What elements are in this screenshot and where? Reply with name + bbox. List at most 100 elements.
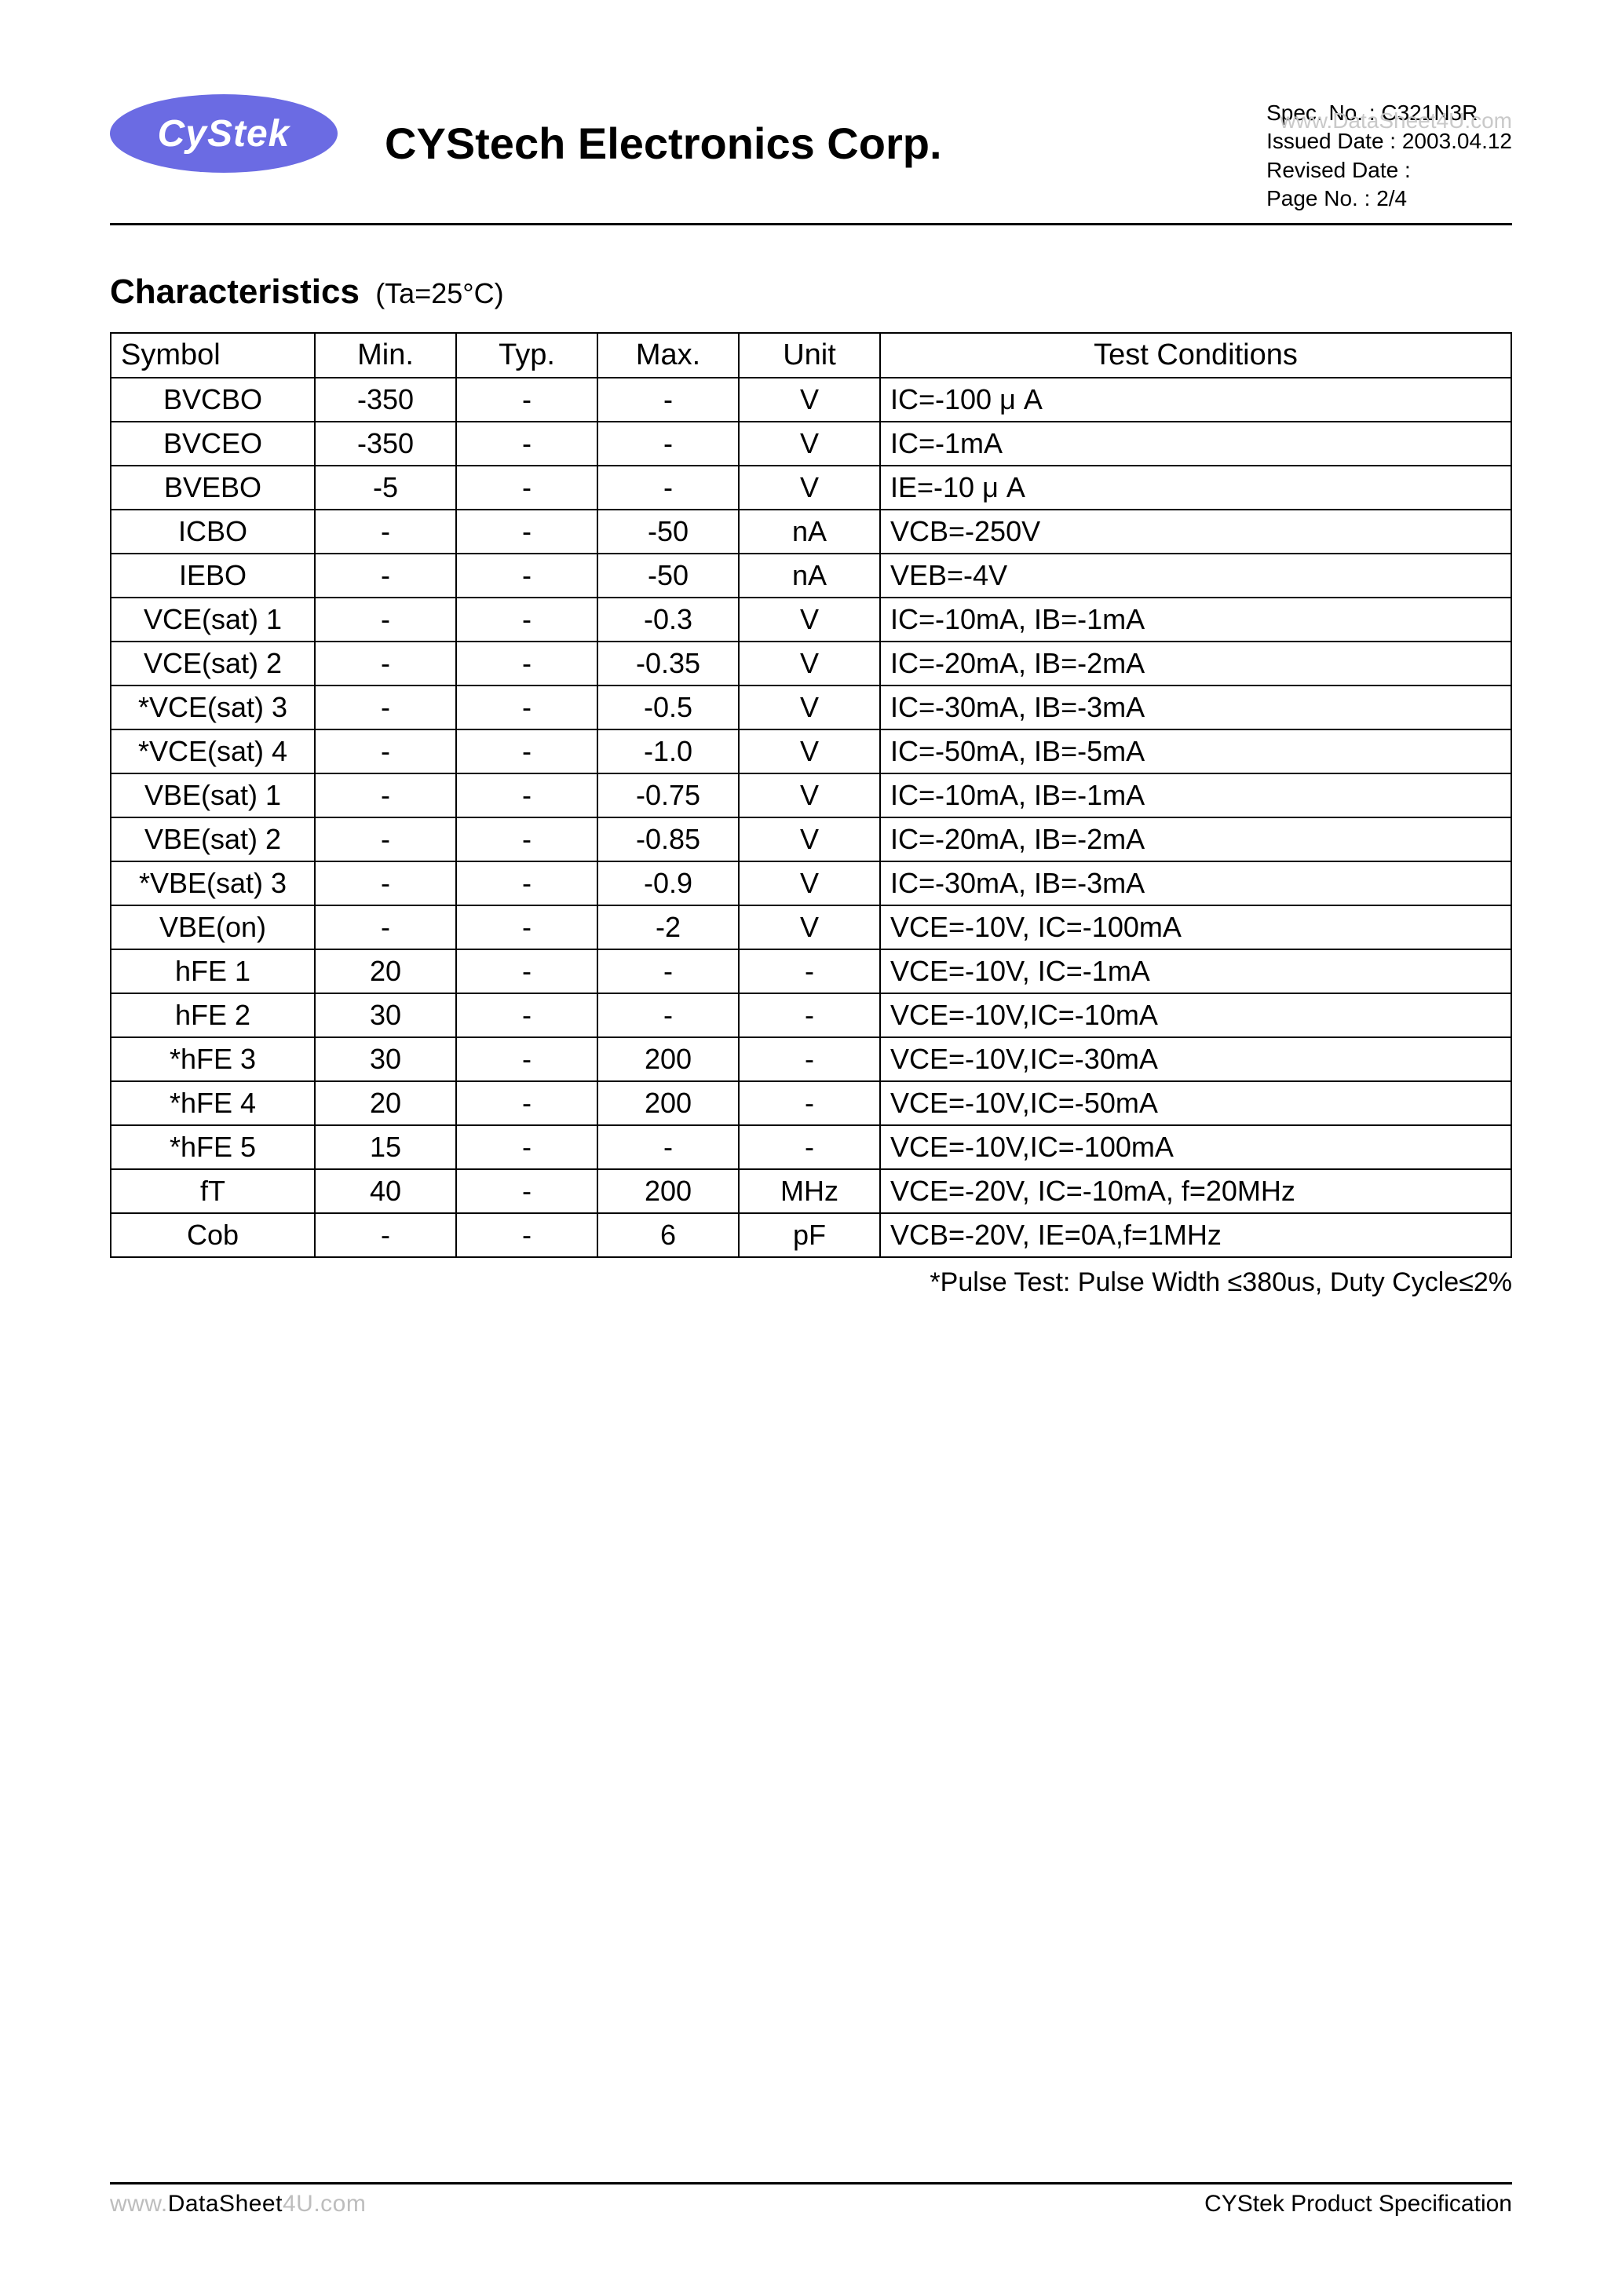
cell-max: - [597, 422, 739, 466]
cell-min: 30 [315, 1037, 456, 1081]
cell-unit: V [739, 422, 880, 466]
cell-typ: - [456, 905, 597, 949]
logo-badge: CyStek [110, 94, 338, 173]
cell-cond: IC=-20mA, IB=-2mA [880, 817, 1511, 861]
cell-max: -0.9 [597, 861, 739, 905]
cell-unit: V [739, 817, 880, 861]
table-row: *VBE(sat) 3---0.9VIC=-30mA, IB=-3mA [111, 861, 1511, 905]
cell-cond: IC=-50mA, IB=-5mA [880, 729, 1511, 773]
logo-area: CyStek CYStech Electronics Corp. [110, 94, 942, 173]
cell-symbol: BVCBO [111, 378, 315, 422]
table-header-row: Symbol Min. Typ. Max. Unit Test Conditio… [111, 333, 1511, 378]
footer-left-gray2: 4U.com [283, 2191, 366, 2217]
cell-max: -0.75 [597, 773, 739, 817]
th-symbol: Symbol [111, 333, 315, 378]
page-footer: www.DataSheet4U.com CYStek Product Speci… [110, 2182, 1512, 2217]
cell-min: - [315, 773, 456, 817]
cell-symbol: hFE 1 [111, 949, 315, 993]
cell-symbol: VCE(sat) 1 [111, 598, 315, 642]
cell-cond: IE=-10 μ A [880, 466, 1511, 510]
cell-unit: - [739, 949, 880, 993]
cell-unit: V [739, 861, 880, 905]
table-row: VBE(sat) 1---0.75VIC=-10mA, IB=-1mA [111, 773, 1511, 817]
cell-typ: - [456, 1037, 597, 1081]
cell-typ: - [456, 510, 597, 554]
cell-min: -5 [315, 466, 456, 510]
cell-cond: VCB=-250V [880, 510, 1511, 554]
section-subtitle: (Ta=25°C) [375, 277, 503, 309]
cell-typ: - [456, 378, 597, 422]
cell-cond: VEB=-4V [880, 554, 1511, 598]
cell-symbol: BVEBO [111, 466, 315, 510]
cell-unit: MHz [739, 1169, 880, 1213]
table-row: hFE 230---VCE=-10V,IC=-10mA [111, 993, 1511, 1037]
characteristics-table: Symbol Min. Typ. Max. Unit Test Conditio… [110, 332, 1512, 1258]
cell-min: - [315, 861, 456, 905]
cell-symbol: hFE 2 [111, 993, 315, 1037]
cell-min: - [315, 510, 456, 554]
cell-cond: IC=-1mA [880, 422, 1511, 466]
th-typ: Typ. [456, 333, 597, 378]
table-row: IEBO---50nAVEB=-4V [111, 554, 1511, 598]
cell-min: 15 [315, 1125, 456, 1169]
cell-symbol: VBE(sat) 2 [111, 817, 315, 861]
cell-max: - [597, 378, 739, 422]
cell-unit: nA [739, 510, 880, 554]
cell-symbol: VBE(sat) 1 [111, 773, 315, 817]
cell-symbol: *hFE 3 [111, 1037, 315, 1081]
cell-cond: VCE=-10V,IC=-50mA [880, 1081, 1511, 1125]
table-row: BVCBO-350--VIC=-100 μ A [111, 378, 1511, 422]
table-row: ICBO---50nAVCB=-250V [111, 510, 1511, 554]
footer-left: www.DataSheet4U.com [110, 2191, 366, 2217]
cell-unit: - [739, 1125, 880, 1169]
cell-typ: - [456, 598, 597, 642]
cell-min: -350 [315, 422, 456, 466]
cell-cond: VCE=-20V, IC=-10mA, f=20MHz [880, 1169, 1511, 1213]
cell-max: -2 [597, 905, 739, 949]
cell-typ: - [456, 422, 597, 466]
table-row: *hFE 420-200-VCE=-10V,IC=-50mA [111, 1081, 1511, 1125]
cell-typ: - [456, 642, 597, 686]
table-row: VBE(on)---2VVCE=-10V, IC=-100mA [111, 905, 1511, 949]
cell-unit: V [739, 905, 880, 949]
cell-symbol: *VCE(sat) 3 [111, 686, 315, 729]
th-unit: Unit [739, 333, 880, 378]
cell-cond: IC=-100 μ A [880, 378, 1511, 422]
cell-unit: V [739, 686, 880, 729]
issued-date-line: Issued Date : 2003.04.12 [1266, 127, 1512, 155]
table-row: VCE(sat) 1---0.3VIC=-10mA, IB=-1mA [111, 598, 1511, 642]
table-row: *VCE(sat) 3---0.5VIC=-30mA, IB=-3mA [111, 686, 1511, 729]
th-max: Max. [597, 333, 739, 378]
th-min: Min. [315, 333, 456, 378]
cell-unit: V [739, 466, 880, 510]
cell-typ: - [456, 861, 597, 905]
cell-max: 200 [597, 1169, 739, 1213]
cell-min: - [315, 642, 456, 686]
cell-unit: - [739, 1081, 880, 1125]
cell-max: -0.5 [597, 686, 739, 729]
cell-cond: IC=-10mA, IB=-1mA [880, 773, 1511, 817]
cell-typ: - [456, 773, 597, 817]
cell-unit: pF [739, 1213, 880, 1257]
cell-min: - [315, 598, 456, 642]
cell-unit: V [739, 729, 880, 773]
cell-max: 200 [597, 1037, 739, 1081]
cell-cond: VCE=-10V, IC=-1mA [880, 949, 1511, 993]
cell-symbol: VBE(on) [111, 905, 315, 949]
section-title: Characteristics (Ta=25°C) [110, 272, 1512, 312]
cell-symbol: ICBO [111, 510, 315, 554]
cell-typ: - [456, 1125, 597, 1169]
cell-typ: - [456, 554, 597, 598]
cell-min: 40 [315, 1169, 456, 1213]
datasheet-page: CyStek CYStech Electronics Corp. Spec. N… [0, 0, 1622, 2296]
table-row: hFE 120---VCE=-10V, IC=-1mA [111, 949, 1511, 993]
table-row: fT40-200MHzVCE=-20V, IC=-10mA, f=20MHz [111, 1169, 1511, 1213]
th-cond: Test Conditions [880, 333, 1511, 378]
table-row: Cob--6pFVCB=-20V, IE=0A,f=1MHz [111, 1213, 1511, 1257]
company-name: CYStech Electronics Corp. [385, 118, 942, 169]
cell-cond: VCE=-10V,IC=-100mA [880, 1125, 1511, 1169]
cell-max: - [597, 466, 739, 510]
table-row: *VCE(sat) 4---1.0VIC=-50mA, IB=-5mA [111, 729, 1511, 773]
cell-typ: - [456, 817, 597, 861]
table-footnote: *Pulse Test: Pulse Width ≤380us, Duty Cy… [110, 1267, 1512, 1298]
